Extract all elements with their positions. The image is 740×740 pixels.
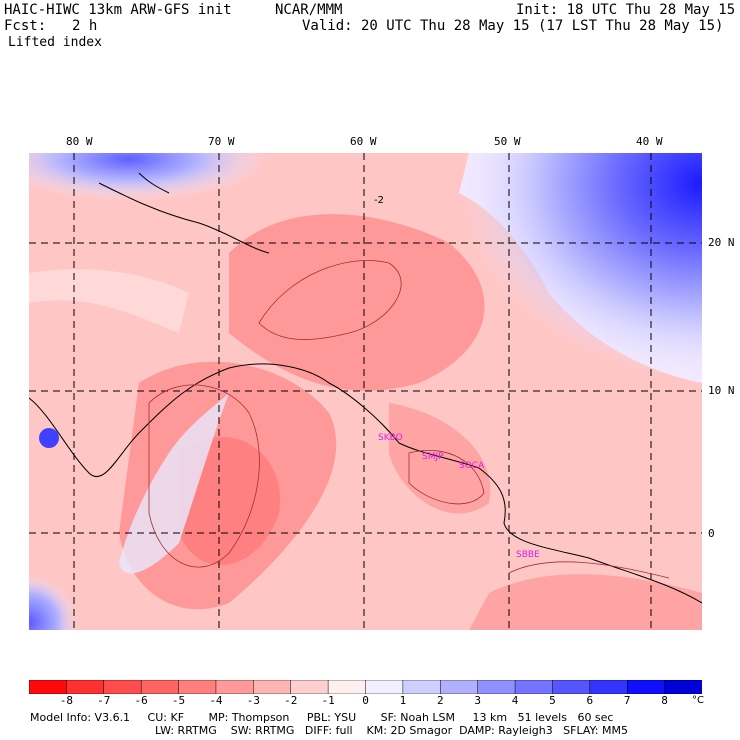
colorbar	[29, 680, 702, 694]
field-name: Lifted index	[8, 35, 102, 50]
colorbar-tick-label: -5	[171, 694, 186, 707]
colorbar-tick-label: -8	[59, 694, 73, 707]
fcst-value: 2 h	[72, 18, 98, 34]
model-info-line2: LW: RRTMG SW: RRTMG DIFF: full KM: 2D Sm…	[155, 724, 628, 737]
station-sbbe: SBBE	[516, 550, 540, 560]
station-smjp: SMJP	[422, 452, 444, 462]
colorbar-swatch	[365, 680, 404, 694]
lon-label-80w: 80 W	[66, 135, 93, 148]
org-label: NCAR/MMM	[275, 2, 343, 18]
colorbar-tick-label: -1	[321, 694, 335, 707]
colorbar-swatch	[626, 680, 666, 694]
colorbar-swatch	[66, 680, 105, 694]
lon-label-60w: 60 W	[350, 135, 377, 148]
colorbar-swatch	[327, 680, 367, 694]
colorbar-tick-label: 3	[474, 694, 481, 707]
valid-time: Valid: 20 UTC Thu 28 May 15 (17 LST Thu …	[302, 18, 724, 34]
colorbar-tick-label: 0	[362, 694, 369, 707]
colorbar-tick-label: -4	[209, 694, 223, 707]
colorbar-swatch	[103, 680, 142, 694]
colorbar-swatch	[552, 680, 591, 694]
colorbar-tick-label: 6	[586, 694, 594, 707]
colorbar-unit: °C	[692, 695, 704, 706]
colorbar-tick-label: -6	[134, 694, 148, 707]
colorbar-tick-label: 4	[511, 694, 519, 707]
colorbar-tick-label: 5	[549, 694, 556, 707]
colorbar-swatch	[477, 680, 516, 694]
colorbar-swatch	[178, 680, 217, 694]
colorbar-swatch	[440, 680, 479, 694]
colorbar-tick-label: 8	[661, 694, 668, 707]
lat-label-equator: 0	[708, 527, 715, 540]
model-info-line1: Model Info: V3.6.1 CU: KF MP: Thompson P…	[30, 711, 614, 724]
colorbar-tick-label: -7	[97, 694, 111, 707]
lon-label-50w: 50 W	[494, 135, 521, 148]
colorbar-tick-label: 7	[623, 694, 631, 707]
lon-label-70w: 70 W	[208, 135, 235, 148]
colorbar-tick-label: -3	[246, 694, 260, 707]
colorbar-swatch	[664, 680, 702, 694]
lon-label-40w: 40 W	[636, 135, 663, 148]
lat-label-10n: 10 N	[708, 384, 735, 397]
colorbar-swatch	[140, 680, 180, 694]
colorbar-swatch	[29, 680, 68, 694]
colorbar-swatch	[290, 680, 329, 694]
station-soca: SOCA	[459, 461, 485, 471]
lifted-index-map: -2	[29, 153, 702, 630]
fcst-label: Fcst:	[4, 18, 47, 34]
station-skbo: SKBO	[378, 433, 403, 443]
init-time: Init: 18 UTC Thu 28 May 15	[516, 2, 736, 18]
colorbar-tick-label: 2	[436, 694, 444, 707]
colorbar-tick-label: -2	[284, 694, 298, 707]
colorbar-swatch	[253, 680, 292, 694]
contour-label: -2	[374, 195, 384, 206]
colorbar-swatch	[514, 680, 554, 694]
colorbar-tick-label: 1	[399, 694, 407, 707]
model-title: HAIC-HIWC 13km ARW-GFS init	[4, 2, 232, 18]
colorbar-swatch	[402, 680, 442, 694]
lat-label-20n: 20 N	[708, 236, 735, 249]
colorbar-swatch	[589, 680, 628, 694]
colorbar-swatch	[215, 680, 255, 694]
